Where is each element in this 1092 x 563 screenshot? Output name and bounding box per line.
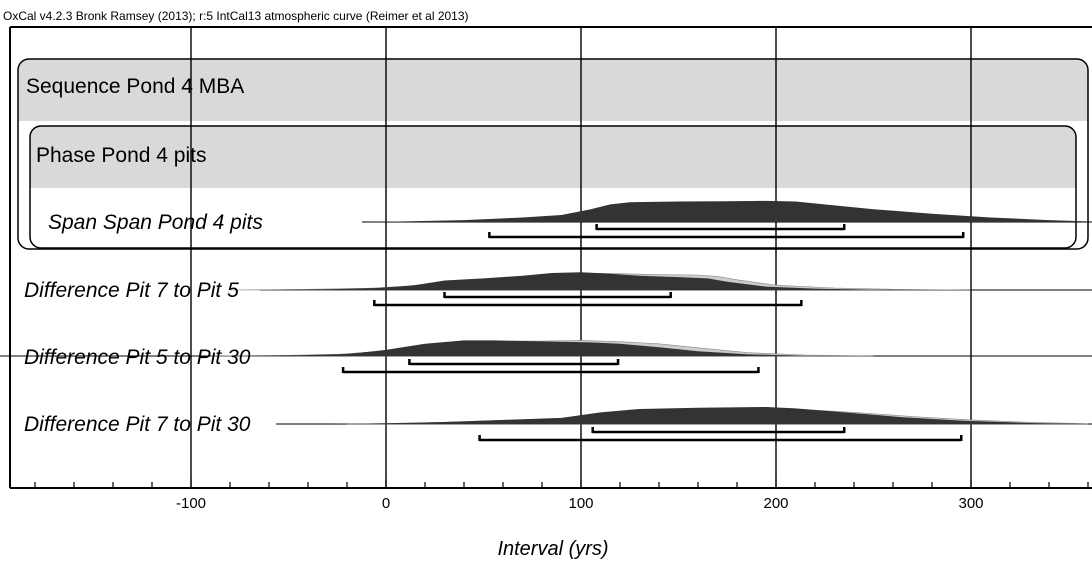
sequence-box	[17, 58, 1089, 250]
header-text: OxCal v4.2.3 Bronk Ramsey (2013); r:5 In…	[3, 9, 469, 23]
sequence-band	[18, 59, 1088, 121]
phase-band	[30, 126, 1076, 188]
row-3-posterior-area	[327, 407, 1088, 424]
tick-label-200: 200	[763, 495, 788, 512]
distribution-layer	[0, 200, 1092, 442]
row-3-range-68	[591, 427, 846, 434]
phase-box	[29, 125, 1077, 249]
row-2-range-95	[341, 367, 760, 374]
sequence-label: Sequence Pond 4 MBA	[26, 75, 244, 98]
row-1-range-95	[373, 300, 803, 307]
row-3-range-95	[478, 435, 963, 442]
phase-label: Phase Pond 4 pits	[36, 144, 206, 167]
row-2-label: Difference Pit 5 to Pit 30	[24, 346, 251, 369]
row-0-range-95	[488, 232, 965, 239]
group-layer	[17, 58, 1089, 250]
row-1-posterior-area	[269, 272, 932, 290]
row-2-posterior-area	[230, 340, 874, 356]
row-0-label: Span Span Pond 4 pits	[48, 211, 263, 234]
row-0-range-68	[595, 224, 846, 231]
tick-label-0: 0	[382, 495, 390, 512]
row-1-range-68	[443, 292, 672, 299]
label-layer: Sequence Pond 4 MBA Phase Pond 4 pits Span…	[24, 75, 263, 436]
row-1-label: Difference Pit 7 to Pit 5	[24, 279, 239, 302]
x-axis-title: Interval (yrs)	[497, 538, 608, 560]
row-0-posterior-area	[366, 200, 1088, 222]
tick-label-100: 100	[568, 495, 593, 512]
row-2-range-68	[408, 359, 620, 366]
tick-label--100: -100	[176, 495, 206, 512]
row-3-label: Difference Pit 7 to Pit 30	[24, 413, 251, 436]
x-axis-ticks: -100 0 100 200 300	[34, 479, 1089, 512]
tick-label-300: 300	[958, 495, 983, 512]
